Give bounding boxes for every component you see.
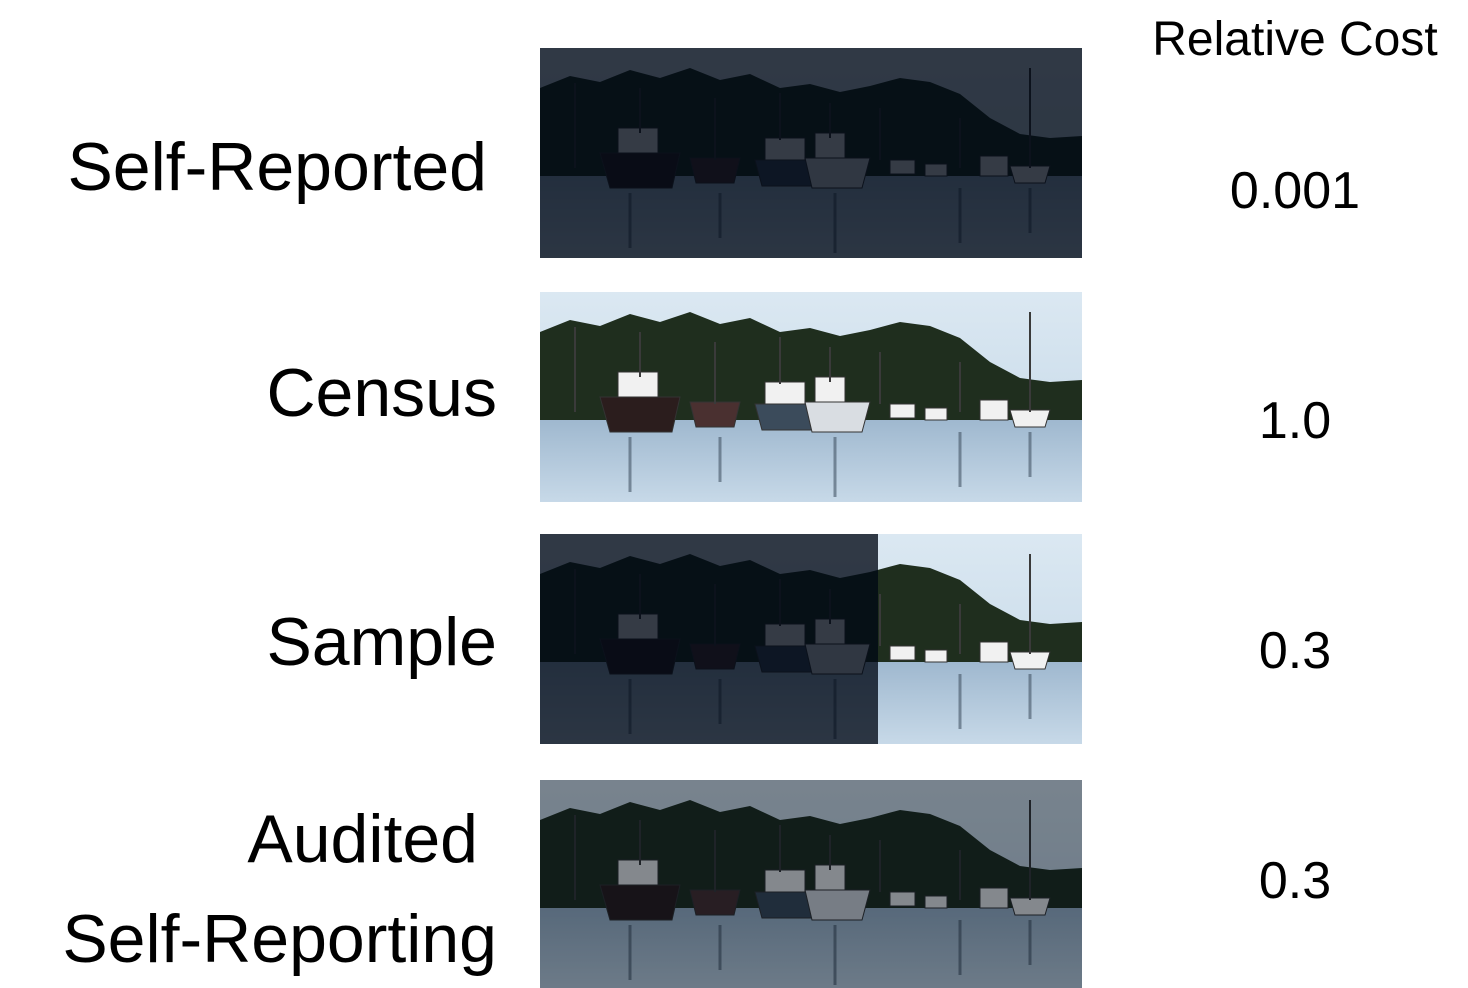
photo-shade [540, 780, 1082, 988]
photo [540, 292, 1082, 502]
row-cost: 0.3 [1259, 622, 1331, 680]
row-cost: 0.001 [1230, 162, 1360, 220]
row-label: Self-Reporting [62, 901, 497, 977]
row-cost: 1.0 [1259, 392, 1331, 450]
row-label: Audited [247, 801, 478, 877]
row: Self-Reported 0.001 [67, 48, 1360, 258]
row-label: Sample [266, 604, 497, 680]
slide: Relative Cost Self-Reported 0.001 Census… [0, 0, 1468, 988]
row-label: Census [266, 355, 497, 431]
photo-shade [540, 48, 1082, 258]
photo-shade [540, 534, 878, 744]
row: Audited Self-Reporting 0.3 [62, 780, 1331, 988]
row-cost: 0.3 [1259, 852, 1331, 910]
header-title: Relative Cost [1152, 13, 1437, 66]
row-label: Self-Reported [67, 129, 487, 205]
row: Census 1.0 [266, 292, 1331, 502]
row: Sample 0.3 [266, 534, 1331, 744]
